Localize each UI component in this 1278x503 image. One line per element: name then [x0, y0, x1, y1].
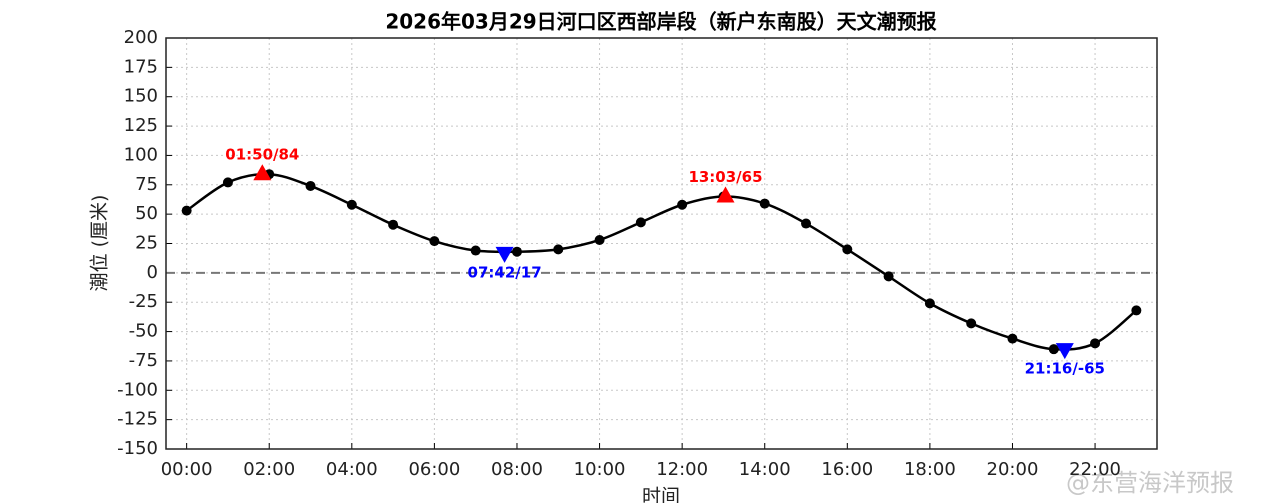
hourly-point [924, 298, 935, 309]
x-tick-label: 12:00 [656, 459, 708, 480]
hourly-point [1048, 344, 1059, 355]
hourly-point [1090, 338, 1101, 349]
hourly-point [801, 218, 812, 229]
hourly-point [635, 217, 646, 228]
x-axis-label: 时间 [642, 486, 680, 503]
hourly-point [1131, 305, 1142, 316]
x-tick-label: 10:00 [574, 459, 626, 480]
y-tick-label: -150 [117, 438, 158, 459]
hourly-point [594, 234, 605, 245]
watermark: @东营海洋预报 [1066, 469, 1234, 497]
y-axis-label: 潮位 (厘米) [89, 195, 111, 292]
x-tick-label: 04:00 [326, 459, 378, 480]
y-tick-label: -125 [117, 409, 158, 430]
hourly-point [181, 205, 192, 216]
x-tick-label: 06:00 [408, 459, 460, 480]
plot-frame [165, 37, 1158, 450]
hourly-point [842, 244, 853, 255]
x-tick-label: 18:00 [904, 459, 956, 480]
hourly-point [966, 318, 977, 329]
y-tick-label: 125 [124, 115, 158, 136]
y-tick-label: -100 [117, 379, 158, 400]
y-tick-label: 0 [147, 262, 158, 283]
x-tick-label: 00:00 [161, 459, 213, 480]
hourly-point [222, 177, 233, 188]
high-tide-marker [716, 186, 735, 203]
x-tick-label: 02:00 [243, 459, 295, 480]
x-tick-label: 22:00 [1069, 459, 1121, 480]
chart-title: 2026年03月29日河口区西部岸段（新户东南股）天文潮预报 [385, 10, 936, 34]
hourly-point [759, 198, 770, 209]
hourly-point [883, 271, 894, 282]
hourly-point [346, 199, 357, 210]
x-tick-label: 08:00 [491, 459, 543, 480]
hourly-point [470, 245, 481, 256]
x-tick-label: 14:00 [739, 459, 791, 480]
x-tick-label: 20:00 [987, 459, 1039, 480]
hourly-point [388, 219, 399, 230]
hourly-point [677, 199, 688, 210]
y-tick-label: 200 [124, 27, 158, 48]
extreme-label: 13:03/65 [688, 168, 762, 186]
hourly-point [553, 244, 564, 255]
hourly-point [1007, 333, 1018, 344]
high-tide-marker [253, 164, 272, 181]
low-tide-marker [1055, 343, 1074, 360]
extreme-label: 07:42/17 [468, 263, 542, 281]
extreme-label: 01:50/84 [225, 146, 299, 164]
y-tick-label: 100 [124, 144, 158, 165]
hourly-point [305, 180, 316, 191]
y-tick-label: 25 [135, 233, 158, 254]
y-tick-label: -50 [129, 321, 158, 342]
y-tick-label: 50 [135, 203, 158, 224]
hourly-point [511, 246, 522, 257]
y-tick-label: 175 [124, 56, 158, 77]
y-tick-label: -75 [129, 350, 158, 371]
hourly-point [429, 236, 440, 247]
y-tick-label: -25 [129, 291, 158, 312]
y-tick-label: 150 [124, 86, 158, 107]
extreme-label: 21:16/-65 [1025, 360, 1105, 378]
y-tick-label: 75 [135, 174, 158, 195]
x-tick-label: 16:00 [821, 459, 873, 480]
low-tide-marker [495, 246, 514, 263]
